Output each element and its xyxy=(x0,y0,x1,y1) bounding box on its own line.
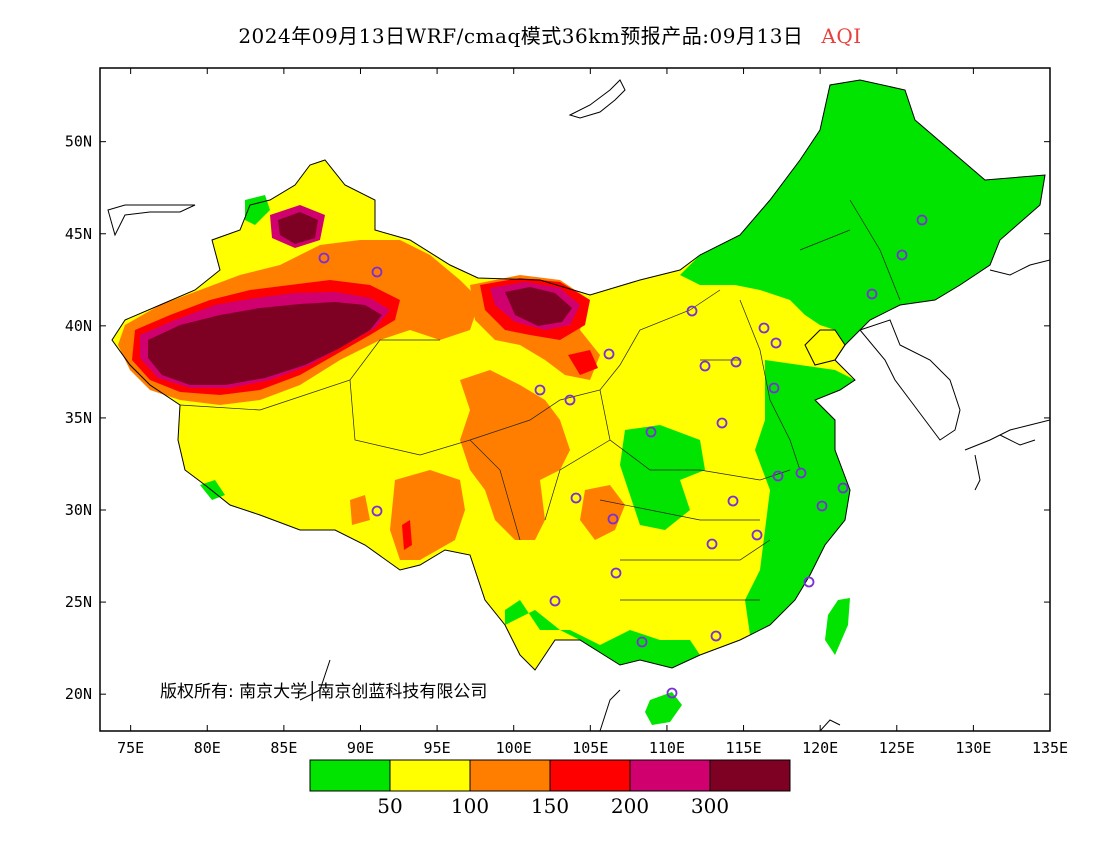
station-marker[interactable] xyxy=(534,384,546,396)
lon-tick-label: 110E xyxy=(649,739,685,757)
station-marker[interactable] xyxy=(803,576,815,588)
lon-tick-label: 90E xyxy=(347,739,374,757)
station-marker[interactable] xyxy=(570,492,582,504)
station-marker[interactable] xyxy=(686,305,698,317)
aqi-region-good-eastcoast xyxy=(745,360,855,635)
station-marker[interactable] xyxy=(706,538,718,550)
lon-tick-label: 95E xyxy=(424,739,451,757)
lon-tick-label: 80E xyxy=(194,739,221,757)
title-variable: AQI xyxy=(821,24,862,48)
station-marker[interactable] xyxy=(564,394,576,406)
lat-tick-label: 50N xyxy=(65,133,92,151)
aqi-region-hainan xyxy=(645,692,682,725)
station-marker[interactable] xyxy=(727,495,739,507)
station-marker[interactable] xyxy=(371,266,383,278)
aqi-region-unhealthy-tibet xyxy=(402,520,412,550)
lat-tick-label: 20N xyxy=(65,685,92,703)
aqi-region-usg-small xyxy=(350,495,370,525)
station-marker[interactable] xyxy=(645,426,657,438)
aqi-region-good-south xyxy=(505,600,700,668)
colorbar-swatch xyxy=(709,759,791,792)
station-marker[interactable] xyxy=(610,567,622,579)
lon-tick-label: 120E xyxy=(802,739,838,757)
japan-coast xyxy=(964,259,1050,491)
aqi-region-usg-sichuan xyxy=(580,485,625,540)
station-marker[interactable] xyxy=(866,288,878,300)
lon-tick-label: 75E xyxy=(117,739,144,757)
lon-tick-label: 85E xyxy=(270,739,297,757)
russia-lake xyxy=(568,79,626,119)
longitude-axis: 75E 80E 85E 90E 95E 100E 105E 110E 115E 120E 125E 1… xyxy=(117,68,1068,757)
lat-tick-label: 45N xyxy=(65,225,92,243)
station-marker[interactable] xyxy=(770,337,782,349)
lat-tick-label: 25N xyxy=(65,593,92,611)
station-marker[interactable] xyxy=(758,322,770,334)
colorbar-swatch xyxy=(629,759,711,792)
china-border xyxy=(111,79,1046,671)
colorbar-label: 300 xyxy=(691,794,729,818)
station-marker[interactable] xyxy=(768,382,780,394)
bay-coast xyxy=(804,329,846,366)
station-marker[interactable] xyxy=(666,687,678,699)
station-marker[interactable] xyxy=(607,513,619,525)
aqi-region-good-west xyxy=(245,195,270,225)
lat-tick-label: 30N xyxy=(65,501,92,519)
colorbar-swatch xyxy=(309,759,391,792)
aqi-region-hazardous-mongolia xyxy=(505,287,572,326)
aqi-region-usg-qinghai xyxy=(460,370,570,540)
station-marker[interactable] xyxy=(549,595,561,607)
colorbar-label: 50 xyxy=(377,794,402,818)
lon-tick-label: 115E xyxy=(725,739,761,757)
lat-tick-label: 35N xyxy=(65,409,92,427)
station-marker[interactable] xyxy=(716,417,728,429)
lon-tick-label: 100E xyxy=(496,739,532,757)
station-marker[interactable] xyxy=(916,214,928,226)
aqi-region-unhealthy-ningxia xyxy=(568,350,598,375)
colorbar-label: 150 xyxy=(531,794,569,818)
station-marker[interactable] xyxy=(710,630,722,642)
aqi-region-good-tibet xyxy=(200,480,225,500)
indochina-coast xyxy=(299,659,841,731)
aqi-region-hazardous-xinjiang xyxy=(148,302,382,385)
station-marker[interactable] xyxy=(795,467,807,479)
station-marker[interactable] xyxy=(816,500,828,512)
station-marker[interactable] xyxy=(730,356,742,368)
station-marker[interactable] xyxy=(371,505,383,517)
aqi-region-good-central xyxy=(620,425,705,530)
copyright-text: 版权所有: 南京大学│南京创蓝科技有限公司 xyxy=(160,681,487,702)
colorbar-swatch xyxy=(389,759,471,792)
lon-tick-label: 130E xyxy=(955,739,991,757)
kazakh-lake xyxy=(107,204,196,237)
colorbar-swatch xyxy=(549,759,631,792)
colorbar-swatch xyxy=(469,759,551,792)
latitude-axis: 50N 45N 40N 35N 30N 25N 20N xyxy=(65,133,1050,703)
korea-coast xyxy=(859,319,961,441)
province-lines xyxy=(179,199,901,601)
station-marker[interactable] xyxy=(318,252,330,264)
map-title: 2024年09月13日WRF/cmaq模式36km预报产品:09月13日 AQI xyxy=(0,20,1100,49)
station-marker[interactable] xyxy=(699,360,711,372)
lat-tick-label: 40N xyxy=(65,317,92,335)
lon-tick-label: 125E xyxy=(879,739,915,757)
station-marker[interactable] xyxy=(751,529,763,541)
aqi-region-hazardous-north xyxy=(278,212,318,244)
lon-tick-label: 135E xyxy=(1032,739,1068,757)
aqi-colorbar: 50 100 150 200 300 xyxy=(309,759,791,818)
boundaries xyxy=(107,79,1050,731)
station-markers xyxy=(318,214,928,699)
station-marker[interactable] xyxy=(896,249,908,261)
station-marker[interactable] xyxy=(772,470,784,482)
aqi-region-good-northeast xyxy=(680,80,1045,345)
map-field xyxy=(107,79,1050,731)
colorbar-label: 100 xyxy=(451,794,489,818)
aqi-region-taiwan xyxy=(825,598,850,655)
title-main: 2024年09月13日WRF/cmaq模式36km预报产品:09月13日 xyxy=(238,24,804,48)
station-marker[interactable] xyxy=(636,636,648,648)
colorbar-label: 200 xyxy=(611,794,649,818)
station-marker[interactable] xyxy=(603,348,615,360)
map-frame xyxy=(99,67,1051,732)
lon-tick-label: 105E xyxy=(572,739,608,757)
station-marker[interactable] xyxy=(837,482,849,494)
